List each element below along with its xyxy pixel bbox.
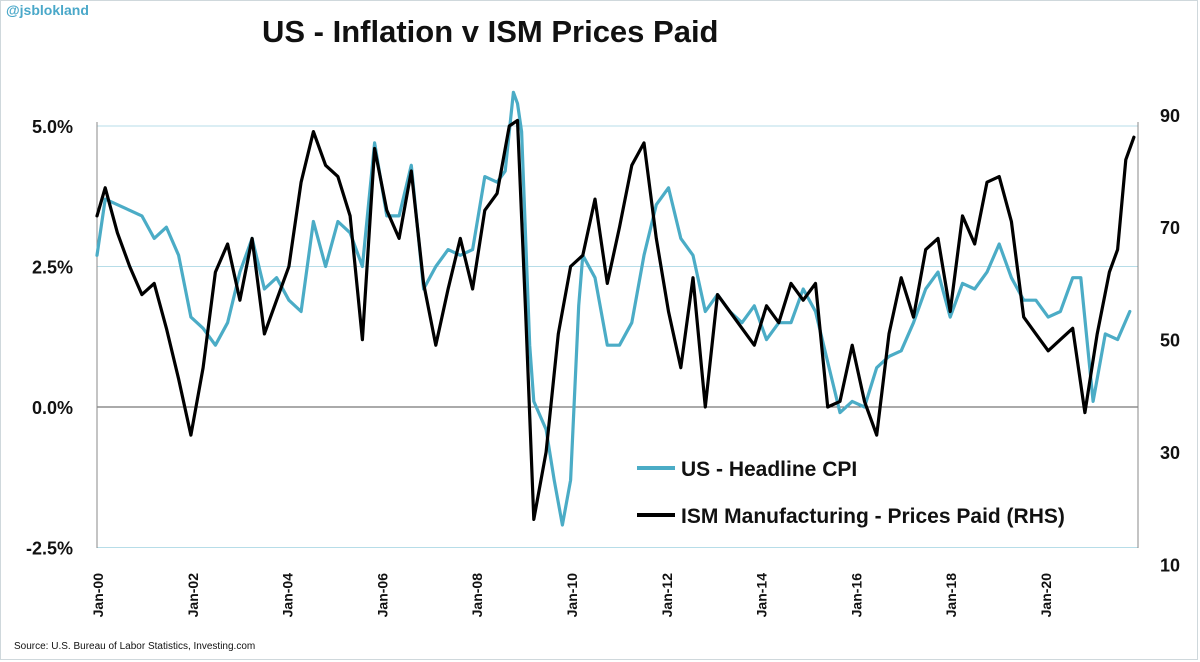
y-right-tick-label: 30 <box>1160 443 1180 463</box>
x-tick-label: Jan-18 <box>943 573 959 618</box>
x-tick-label: Jan-16 <box>848 573 864 618</box>
x-tick-label: Jan-04 <box>280 573 296 618</box>
legend: US - Headline CPI ISM Manufacturing - Pr… <box>637 458 1065 528</box>
x-tick-label: Jan-02 <box>185 573 201 618</box>
y-right-tick-label: 90 <box>1160 106 1180 126</box>
y-left-tick-label: -2.5% <box>26 539 73 559</box>
y-left-tick-label: 2.5% <box>32 258 73 278</box>
x-tick-label: Jan-14 <box>754 573 770 618</box>
y-right-tick-label: 10 <box>1160 555 1180 575</box>
x-tick-label: Jan-12 <box>659 573 675 618</box>
axes <box>96 122 1139 548</box>
legend-label-ism: ISM Manufacturing - Prices Paid (RHS) <box>681 505 1065 528</box>
legend-label-cpi: US - Headline CPI <box>681 458 857 481</box>
y-left-tick-label: 5.0% <box>32 117 73 137</box>
author-handle: @jsblokland <box>6 2 89 18</box>
source-note: Source: U.S. Bureau of Labor Statistics,… <box>14 641 256 652</box>
gridlines <box>97 125 1138 548</box>
x-tick-label: Jan-06 <box>374 573 390 618</box>
y-right-tick-label: 70 <box>1160 218 1180 238</box>
chart-title: US - Inflation v ISM Prices Paid <box>262 14 719 49</box>
y-left-tick-label: 0.0% <box>32 398 73 418</box>
tick-labels: 5.0% 2.5% 0.0% -2.5% 90 70 50 30 10 Jan-00 Jan-02 J… <box>26 106 1180 618</box>
series-line-cpi <box>95 90 1132 527</box>
x-tick-label: Jan-20 <box>1038 573 1054 618</box>
x-tick-label: Jan-00 <box>90 573 106 618</box>
x-tick-label: Jan-10 <box>564 573 580 618</box>
series-line-ism <box>95 118 1136 522</box>
x-tick-label: Jan-08 <box>469 573 485 618</box>
series-lines <box>95 90 1136 527</box>
y-right-tick-label: 50 <box>1160 331 1180 351</box>
